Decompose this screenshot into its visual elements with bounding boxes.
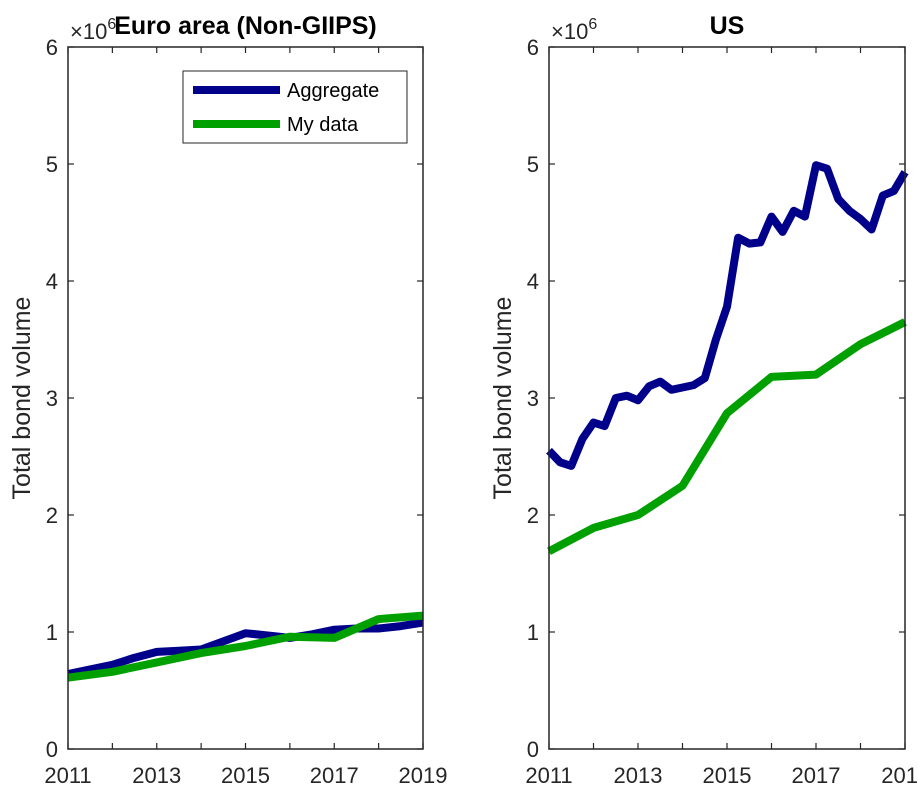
y-tick-label: 6 (527, 35, 539, 60)
y-tick-label: 3 (527, 386, 539, 411)
y-tick-label: 4 (527, 269, 539, 294)
legend-label-aggregate: Aggregate (287, 80, 379, 102)
chart-title: Euro area (Non-GIIPS) (114, 12, 377, 40)
tick-group: 0 1 2 3 4 5 6 2011 2013 2015 2017 201 (525, 35, 918, 788)
series-group (67, 611, 424, 682)
x-tick-label: 2013 (614, 763, 663, 788)
panel-us: 0 1 2 3 4 5 6 2011 2013 2015 2017 201 ×106 US Total… (489, 12, 918, 788)
series-line-my-data (547, 318, 907, 555)
y-tick-label: 2 (527, 503, 539, 528)
y-tick-label: 4 (46, 269, 58, 294)
y-axis-label: Total bond volume (489, 297, 517, 500)
series-group (546, 161, 909, 555)
legend-box (182, 70, 408, 144)
y-multiplier: ×106 (70, 16, 116, 44)
x-tick-label: 2015 (221, 763, 270, 788)
y-tick-label: 1 (527, 620, 539, 645)
y-tick-label: 0 (46, 737, 58, 762)
y-multiplier: ×106 (551, 16, 597, 44)
y-tick-label: 0 (527, 737, 539, 762)
x-tick-label: 2011 (44, 763, 91, 788)
y-tick-label: 2 (46, 503, 58, 528)
tick-group: 0 1 2 3 4 5 6 2011 2013 2015 2017 2019 (44, 35, 447, 788)
y-tick-label: 3 (46, 386, 58, 411)
x-tick-label: 2015 (703, 763, 752, 788)
x-tick-label: 2013 (132, 763, 181, 788)
x-tick-label: 2011 (525, 763, 572, 788)
chart-title: US (710, 12, 745, 40)
legend-label-my-data: My data (287, 114, 359, 136)
y-tick-label: 5 (527, 152, 539, 177)
plot-area (549, 47, 905, 749)
panel-euro-area: 0 1 2 3 4 5 6 2011 2013 2015 2017 2019 ×106 Euro ar… (8, 12, 447, 788)
x-tick-label: 2017 (792, 763, 841, 788)
y-tick-label: 6 (46, 35, 58, 60)
legend: Aggregate My data (182, 70, 408, 144)
y-axis-label: Total bond volume (8, 297, 36, 500)
x-tick-label: 2017 (310, 763, 359, 788)
x-tick-label: 201 (881, 763, 918, 788)
series-line-my-data (67, 611, 424, 682)
x-tick-label: 2019 (399, 763, 448, 788)
series-line-aggregate (546, 161, 909, 470)
y-tick-label: 5 (46, 152, 58, 177)
y-tick-label: 1 (46, 620, 58, 645)
